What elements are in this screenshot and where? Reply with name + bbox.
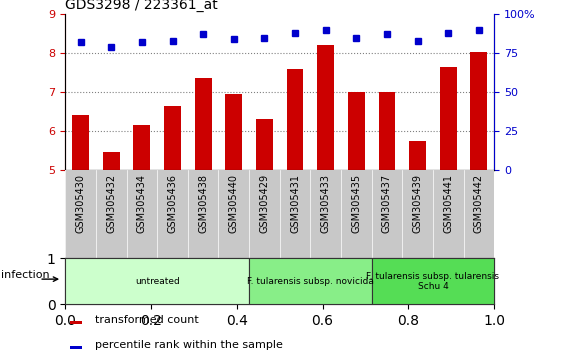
Bar	[70, 346, 82, 349]
Text: GSM305436: GSM305436	[168, 174, 178, 233]
Bar	[70, 321, 82, 324]
Text: F. tularensis subsp. tularensis
Schu 4: F. tularensis subsp. tularensis Schu 4	[366, 272, 499, 291]
Text: infection: infection	[1, 269, 50, 280]
Text: GSM305439: GSM305439	[412, 174, 423, 233]
Bar	[225, 94, 242, 170]
Bar	[470, 52, 487, 170]
Bar	[348, 92, 365, 170]
Bar	[318, 45, 334, 170]
Bar	[195, 79, 212, 170]
Bar	[440, 67, 457, 170]
Text: F. tularensis subsp. novicida: F. tularensis subsp. novicida	[247, 277, 374, 286]
Bar	[164, 105, 181, 170]
Bar	[65, 258, 249, 304]
Bar	[287, 69, 303, 170]
Text: GDS3298 / 223361_at: GDS3298 / 223361_at	[65, 0, 218, 12]
Text: GSM305437: GSM305437	[382, 174, 392, 234]
Text: GSM305440: GSM305440	[229, 174, 239, 233]
Text: GSM305433: GSM305433	[321, 174, 331, 233]
Bar	[409, 141, 426, 170]
Text: GSM305441: GSM305441	[443, 174, 453, 233]
Bar	[103, 152, 120, 170]
Bar	[256, 119, 273, 170]
Text: untreated: untreated	[135, 277, 179, 286]
Text: GSM305429: GSM305429	[260, 174, 269, 234]
Bar	[378, 92, 395, 170]
Text: GSM305431: GSM305431	[290, 174, 300, 233]
Text: GSM305438: GSM305438	[198, 174, 208, 233]
Text: percentile rank within the sample: percentile rank within the sample	[95, 340, 283, 350]
Bar	[371, 258, 494, 304]
Text: GSM305430: GSM305430	[76, 174, 86, 233]
Text: GSM305432: GSM305432	[106, 174, 116, 234]
Bar	[249, 258, 371, 304]
Text: GSM305434: GSM305434	[137, 174, 147, 233]
Bar	[133, 125, 151, 170]
Text: GSM305442: GSM305442	[474, 174, 484, 234]
Bar	[72, 115, 89, 170]
Text: transformed count: transformed count	[95, 315, 199, 325]
Text: GSM305435: GSM305435	[352, 174, 361, 234]
